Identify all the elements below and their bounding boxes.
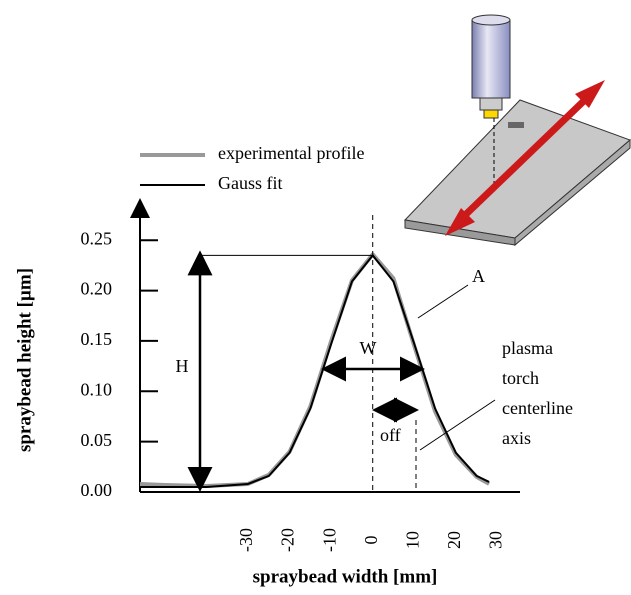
axis-note: torch <box>502 368 539 388</box>
x-tick-label: 20 <box>444 531 464 549</box>
y-tick-label: 0.05 <box>81 430 113 450</box>
area-leader <box>417 284 469 319</box>
area-label: A <box>472 266 485 286</box>
legend-label: experimental profile <box>218 143 364 163</box>
y-axis-label: spraybead height [µm] <box>14 268 35 452</box>
axis-note: centerline <box>502 398 573 418</box>
x-tick-label: -30 <box>236 528 256 552</box>
x-axis-label: spraybead width [mm] <box>253 566 438 587</box>
y-tick-label: 0.10 <box>81 379 113 399</box>
y-tick-label: 0.20 <box>81 279 113 299</box>
height-label: H <box>176 356 189 376</box>
legend-label: Gauss fit <box>218 173 283 193</box>
axis-note: axis <box>502 428 531 448</box>
axis-note: plasma <box>502 338 553 358</box>
x-tick-label: 0 <box>361 536 381 545</box>
width-label: W <box>360 338 377 358</box>
note-leader <box>419 399 496 451</box>
series-line <box>139 252 491 488</box>
x-tick-label: -20 <box>278 528 298 552</box>
series-line <box>140 254 490 488</box>
y-tick-label: 0.00 <box>81 480 113 500</box>
x-tick-label: 10 <box>402 531 422 549</box>
y-tick-label: 0.15 <box>81 329 113 349</box>
x-tick-label: -10 <box>319 528 339 552</box>
offset-label: off <box>380 425 401 445</box>
torch-illustration <box>403 14 631 247</box>
y-tick-label: 0.25 <box>81 228 113 248</box>
x-tick-label: 30 <box>486 531 506 549</box>
